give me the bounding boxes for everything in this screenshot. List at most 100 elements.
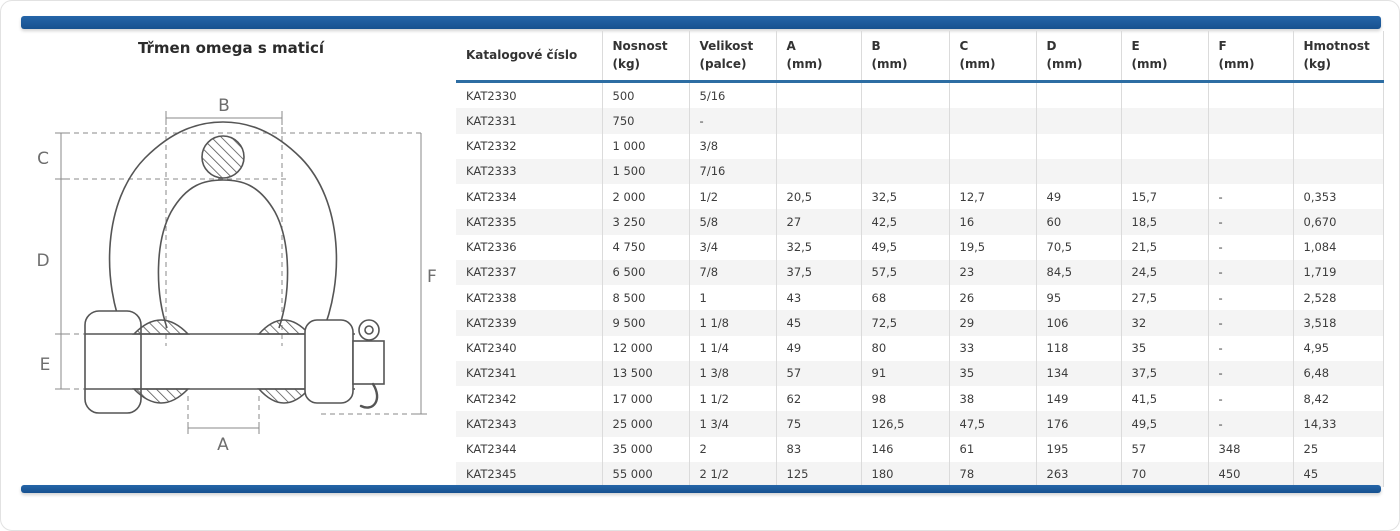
value-cell: 176: [1036, 411, 1122, 437]
value-cell: 61: [949, 436, 1037, 462]
value-cell: [949, 133, 1037, 159]
value-cell: 146: [861, 436, 950, 462]
value-cell: 78: [949, 461, 1037, 487]
value-cell: 3/8: [689, 133, 777, 159]
table-row: KAT2337 6 500 7/8 37,5 57,5 23 84,5 24,5-1,719: [456, 259, 1384, 285]
catalog-number-cell: KAT2334: [456, 184, 603, 210]
catalog-number-cell: KAT2345: [456, 461, 603, 487]
value-cell: 35: [1121, 335, 1209, 361]
value-cell: 1 1/4: [689, 335, 777, 361]
dim-label-b: B: [218, 96, 230, 116]
catalog-number-cell: KAT2341: [456, 360, 603, 386]
value-cell: -: [1208, 310, 1294, 336]
value-cell: 70: [1121, 461, 1209, 487]
table-row: KAT2342 17 000 1 1/2 62 98 38 149 41,5-8,42: [456, 386, 1384, 412]
value-cell: [1036, 133, 1122, 159]
value-cell: 57,5: [861, 259, 950, 285]
value-cell: 7/16: [689, 158, 777, 184]
value-cell: 2 1/2: [689, 461, 777, 487]
catalog-number-cell: KAT2337: [456, 259, 603, 285]
value-cell: [776, 108, 862, 134]
value-cell: 12 000: [602, 335, 690, 361]
catalog-number-cell: KAT2344: [456, 436, 603, 462]
value-cell: 500: [602, 81, 690, 109]
page-title: Třmen omega s maticí: [137, 39, 325, 57]
value-cell: 57: [776, 360, 862, 386]
table-row: KAT2344 35 000 2 83 146 61 195 57 348 25: [456, 436, 1384, 462]
value-cell: [861, 108, 950, 134]
value-cell: 35: [949, 360, 1037, 386]
catalog-number-cell: KAT2335: [456, 209, 603, 235]
value-cell: [776, 158, 862, 184]
value-cell: 14,33: [1293, 411, 1384, 437]
table-row: KAT2343 25 000 1 3/4 75 126,5 47,5 176 49,5-14,…: [456, 411, 1384, 437]
value-cell: 134: [1036, 360, 1122, 386]
value-cell: -: [1208, 184, 1294, 210]
value-cell: 1/2: [689, 184, 777, 210]
value-cell: [949, 81, 1037, 109]
value-cell: -: [1208, 360, 1294, 386]
table-row: KAT2330 500 5/16: [456, 81, 1384, 109]
value-cell: 80: [861, 335, 950, 361]
value-cell: 125: [776, 461, 862, 487]
value-cell: 1 000: [602, 133, 690, 159]
value-cell: 4,95: [1293, 335, 1384, 361]
value-cell: 263: [1036, 461, 1122, 487]
value-cell: 118: [1036, 335, 1122, 361]
value-cell: -: [1208, 335, 1294, 361]
value-cell: 26: [949, 285, 1037, 311]
value-cell: 57: [1121, 436, 1209, 462]
value-cell: 91: [861, 360, 950, 386]
bottom-accent-bar: [21, 485, 1381, 493]
value-cell: 95: [1036, 285, 1122, 311]
value-cell: 38: [949, 386, 1037, 412]
value-cell: -: [1208, 209, 1294, 235]
value-cell: [776, 81, 862, 109]
value-cell: 19,5: [949, 234, 1037, 260]
value-cell: 5/16: [689, 81, 777, 109]
value-cell: 9 500: [602, 310, 690, 336]
spec-table: Katalogové číslo Nosnost (kg) Velikost (pa…: [456, 31, 1384, 487]
value-cell: [949, 158, 1037, 184]
value-cell: 49: [776, 335, 862, 361]
col-header-c: C (mm): [949, 31, 1037, 83]
value-cell: 29: [949, 310, 1037, 336]
value-cell: -: [1208, 234, 1294, 260]
table-row: KAT2341 13 500 1 3/8 57 91 35 134 37,5-6,48: [456, 360, 1384, 386]
value-cell: [1036, 158, 1122, 184]
value-cell: 5/8: [689, 209, 777, 235]
value-cell: [1121, 81, 1209, 109]
value-cell: 4 750: [602, 234, 690, 260]
value-cell: 41,5: [1121, 386, 1209, 412]
value-cell: 43: [776, 285, 862, 311]
value-cell: 42,5: [861, 209, 950, 235]
value-cell: 72,5: [861, 310, 950, 336]
value-cell: -: [1208, 411, 1294, 437]
value-cell: [861, 81, 950, 109]
value-cell: 1,719: [1293, 259, 1384, 285]
value-cell: 0,353: [1293, 184, 1384, 210]
dim-label-c: C: [37, 149, 49, 169]
table-header: Katalogové číslo Nosnost (kg) Velikost (pa…: [456, 31, 1384, 83]
value-cell: 1 1/8: [689, 310, 777, 336]
value-cell: 37,5: [1121, 360, 1209, 386]
value-cell: 8,42: [1293, 386, 1384, 412]
value-cell: [1208, 158, 1294, 184]
dim-label-e: E: [40, 355, 51, 375]
catalog-number-cell: KAT2332: [456, 133, 603, 159]
value-cell: 32,5: [861, 184, 950, 210]
value-cell: 24,5: [1121, 259, 1209, 285]
value-cell: 45: [776, 310, 862, 336]
value-cell: [1293, 81, 1384, 109]
value-cell: 0,670: [1293, 209, 1384, 235]
value-cell: 450: [1208, 461, 1294, 487]
value-cell: 3 250: [602, 209, 690, 235]
value-cell: 25: [1293, 436, 1384, 462]
value-cell: [949, 108, 1037, 134]
value-cell: 35 000: [602, 436, 690, 462]
value-cell: 7/8: [689, 259, 777, 285]
value-cell: 32,5: [776, 234, 862, 260]
value-cell: 70,5: [1036, 234, 1122, 260]
value-cell: 1: [689, 285, 777, 311]
value-cell: 27,5: [1121, 285, 1209, 311]
